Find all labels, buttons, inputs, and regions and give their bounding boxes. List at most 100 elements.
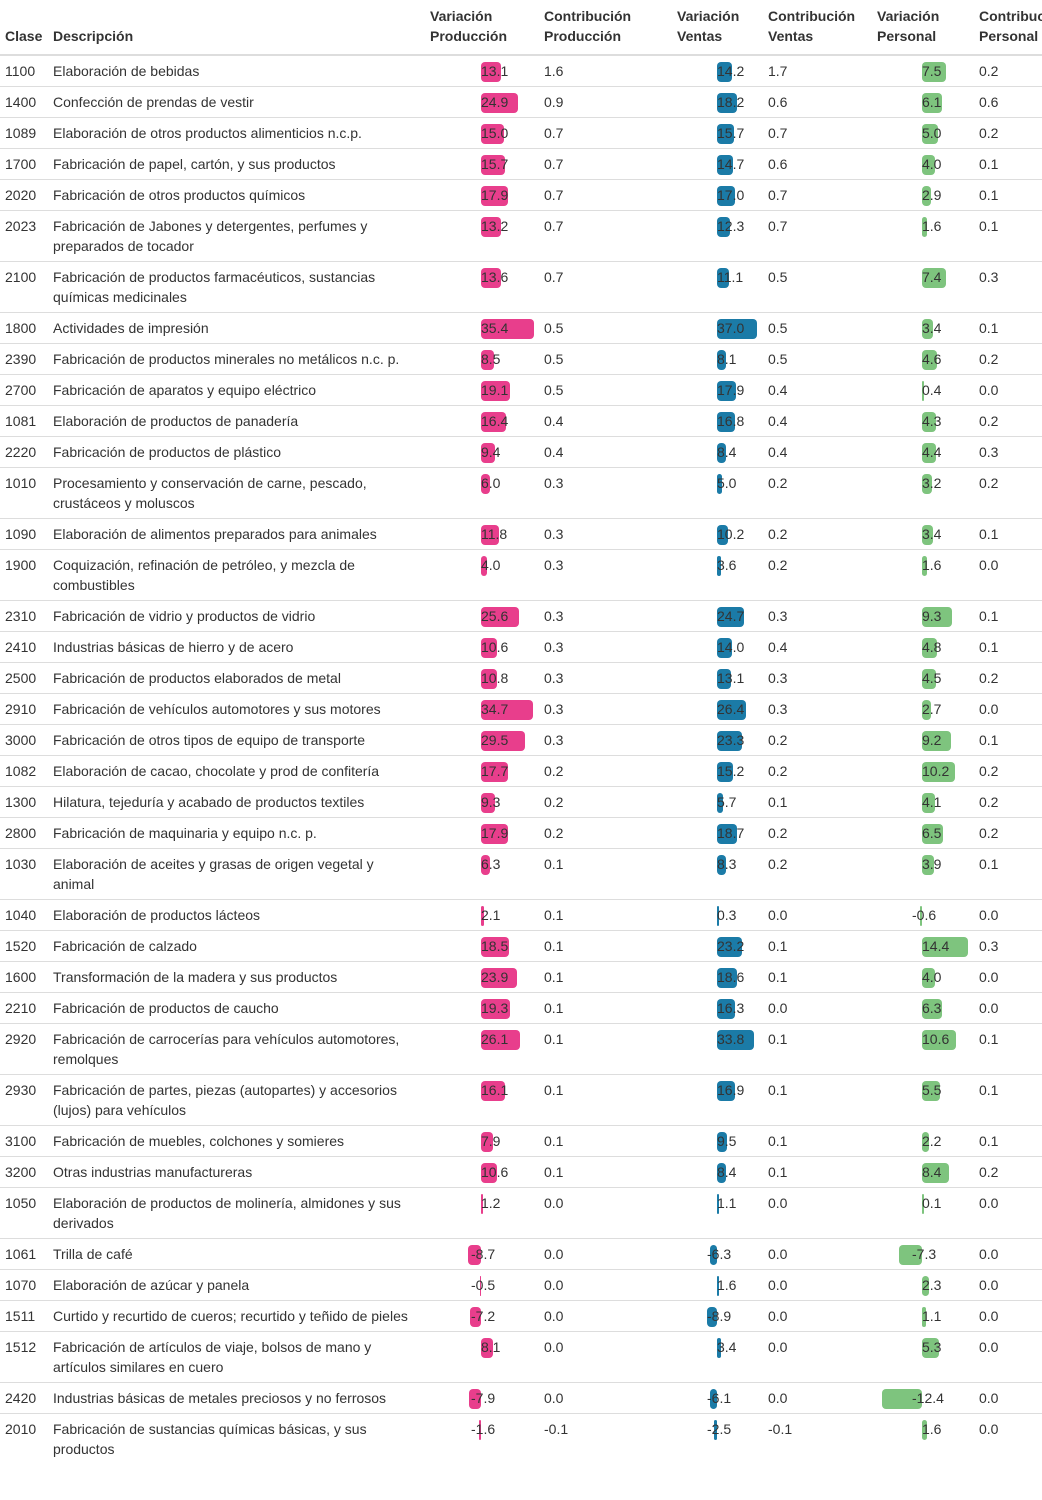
cell-contribucion-personal: 0.2 <box>974 786 1042 818</box>
table-row[interactable]: 2100 Fabricación de productos farmacéutic… <box>0 261 1042 313</box>
cell-variacion-produccion: 10.6 <box>425 1156 539 1188</box>
cell-variacion-personal: 14.4 <box>872 930 974 962</box>
value-variacion-personal: 5.0 <box>922 125 942 141</box>
table-row[interactable]: 3000 Fabricación de otros tipos de equipo… <box>0 724 1042 756</box>
table-row[interactable]: 2210 Fabricación de productos de caucho 19… <box>0 992 1042 1024</box>
cell-contribucion-produccion: 0.1 <box>539 848 672 900</box>
value-variacion-produccion: 8.1 <box>481 1339 501 1355</box>
table-row[interactable]: 2220 Fabricación de productos de plástico… <box>0 436 1042 468</box>
cell-clase: 1030 <box>0 848 48 900</box>
cell-variacion-personal: 3.2 <box>872 467 974 519</box>
table-row[interactable]: 2910 Fabricación de vehículos automotores… <box>0 693 1042 725</box>
cell-variacion-ventas: 14.2 <box>672 55 763 87</box>
value-variacion-ventas: 8.4 <box>717 444 737 460</box>
cell-variacion-personal: 1.6 <box>872 1413 974 1464</box>
header-contribucion-personal[interactable]: ContribuciónPersonal <box>974 0 1042 56</box>
cell-contribucion-personal: 0.1 <box>974 848 1042 900</box>
bar-variacion-personal <box>922 381 924 401</box>
table-row[interactable]: 2310 Fabricación de vidrio y productos de… <box>0 600 1042 632</box>
table-row[interactable]: 1600 Transformación de la madera y sus pr… <box>0 961 1042 993</box>
table-row[interactable]: 2010 Fabricación de sustancias químicas b… <box>0 1413 1042 1464</box>
header-contribucion-produccion[interactable]: Contribución Producción <box>539 0 672 56</box>
table-row[interactable]: 2700 Fabricación de aparatos y equipo elé… <box>0 374 1042 406</box>
bar-variacion-personal <box>922 556 928 576</box>
value-variacion-produccion: 19.3 <box>481 1000 509 1016</box>
cell-variacion-produccion: 26.1 <box>425 1023 539 1075</box>
table-row[interactable]: 1082 Elaboración de cacao, chocolate y pr… <box>0 755 1042 787</box>
value-variacion-produccion: -0.5 <box>471 1277 496 1293</box>
cell-variacion-produccion: 8.1 <box>425 1331 539 1383</box>
cell-variacion-ventas: 8.4 <box>672 436 763 468</box>
table-row[interactable]: 1800 Actividades de impresión 35.4 0.5 37.0 0… <box>0 312 1042 344</box>
table-row[interactable]: 2390 Fabricación de productos minerales n… <box>0 343 1042 375</box>
bar-variacion-personal <box>922 607 952 627</box>
table-row[interactable]: 3200 Otras industrias manufactureras 10.6 0… <box>0 1156 1042 1188</box>
cell-contribucion-ventas: -0.1 <box>763 1413 872 1464</box>
bar-variacion-ventas <box>714 1420 717 1440</box>
bar-variacion-personal <box>922 350 937 370</box>
cell-contribucion-personal: 0.0 <box>974 374 1042 406</box>
table-row[interactable]: 2930 Fabricación de partes, piezas (autop… <box>0 1074 1042 1126</box>
table-row[interactable]: 2800 Fabricación de maquinaria y equipo n… <box>0 817 1042 849</box>
header-variacion-ventas[interactable]: Variación Ventas <box>672 0 763 56</box>
header-variacion-produccion[interactable]: Variación Producción <box>425 0 539 56</box>
table-row[interactable]: 1010 Procesamiento y conservación de carn… <box>0 467 1042 519</box>
cell-variacion-ventas: 8.3 <box>672 848 763 900</box>
cell-contribucion-ventas: 0.6 <box>763 86 872 118</box>
table-row[interactable]: 2410 Industrias básicas de hierro y de ac… <box>0 631 1042 663</box>
value-variacion-ventas: 26.4 <box>717 701 745 717</box>
cell-contribucion-ventas: 0.0 <box>763 1238 872 1270</box>
cell-descripcion: Fabricación de vidrio y productos de vid… <box>48 600 425 632</box>
table-row[interactable]: 1061 Trilla de café -8.7 0.0 -6.3 0.0 -7.3 0.0 <box>0 1238 1042 1270</box>
value-variacion-produccion: 34.7 <box>481 701 509 717</box>
header-descripcion[interactable]: Descripción <box>48 0 425 56</box>
cell-variacion-produccion: 9.4 <box>425 436 539 468</box>
bar-variacion-ventas <box>717 1081 736 1101</box>
cell-contribucion-ventas: 0.4 <box>763 405 872 437</box>
table-row[interactable]: 1511 Curtido y recurtido de cueros; recur… <box>0 1300 1042 1332</box>
bar-variacion-ventas <box>717 999 735 1019</box>
table-row[interactable]: 1100 Elaboración de bebidas 13.1 1.6 14.2 1.7… <box>0 55 1042 87</box>
bar-variacion-produccion <box>481 762 508 782</box>
table-row[interactable]: 1050 Elaboración de productos de molinerí… <box>0 1187 1042 1239</box>
header-clase[interactable]: Clase <box>0 0 48 56</box>
bar-variacion-produccion <box>481 669 498 689</box>
cell-descripcion: Trilla de café <box>48 1238 425 1270</box>
table-row[interactable]: 1700 Fabricación de papel, cartón, y sus … <box>0 148 1042 180</box>
cell-contribucion-produccion: 0.1 <box>539 930 672 962</box>
table-row[interactable]: 2500 Fabricación de productos elaborados … <box>0 662 1042 694</box>
bar-variacion-produccion <box>481 525 499 545</box>
cell-variacion-ventas: 26.4 <box>672 693 763 725</box>
value-variacion-produccion: 1.2 <box>481 1195 501 1211</box>
table-row[interactable]: 1512 Fabricación de artículos de viaje, b… <box>0 1331 1042 1383</box>
value-variacion-personal: 1.6 <box>922 218 942 234</box>
bar-variacion-produccion <box>481 607 520 627</box>
table-row[interactable]: 2920 Fabricación de carrocerías para vehí… <box>0 1023 1042 1075</box>
table-row[interactable]: 2023 Fabricación de Jabones y detergentes… <box>0 210 1042 262</box>
value-variacion-personal: -7.3 <box>912 1246 937 1262</box>
value-variacion-produccion: 25.6 <box>481 608 509 624</box>
cell-clase: 1070 <box>0 1269 48 1301</box>
table-row[interactable]: 1090 Elaboración de alimentos preparados … <box>0 518 1042 550</box>
bar-variacion-ventas <box>717 525 729 545</box>
table-row[interactable]: 1089 Elaboración de otros productos alime… <box>0 117 1042 149</box>
cell-clase: 1061 <box>0 1238 48 1270</box>
table-row[interactable]: 1040 Elaboración de productos lácteos 2.1 0… <box>0 899 1042 931</box>
cell-variacion-personal: 0.1 <box>872 1187 974 1239</box>
cell-contribucion-personal: 0.1 <box>974 1074 1042 1126</box>
table-row[interactable]: 1520 Fabricación de calzado 18.5 0.1 23.2 0.1… <box>0 930 1042 962</box>
header-variacion-personal[interactable]: Variación Personal <box>872 0 974 56</box>
value-variacion-produccion: 29.5 <box>481 732 509 748</box>
header-contribucion-ventas[interactable]: Contribución Ventas <box>763 0 872 56</box>
cell-contribucion-ventas: 0.0 <box>763 992 872 1024</box>
table-row[interactable]: 2420 Industrias básicas de metales precio… <box>0 1382 1042 1414</box>
table-row[interactable]: 1081 Elaboración de productos de panaderí… <box>0 405 1042 437</box>
table-row[interactable]: 2020 Fabricación de otros productos quími… <box>0 179 1042 211</box>
table-row[interactable]: 1400 Confección de prendas de vestir 24.9 0… <box>0 86 1042 118</box>
bar-variacion-personal <box>922 999 943 1019</box>
table-row[interactable]: 1070 Elaboración de azúcar y panela -0.5 0.… <box>0 1269 1042 1301</box>
table-row[interactable]: 3100 Fabricación de muebles, colchones y … <box>0 1125 1042 1157</box>
table-row[interactable]: 1900 Coquización, refinación de petróleo,… <box>0 549 1042 601</box>
table-row[interactable]: 1300 Hilatura, tejeduría y acabado de pro… <box>0 786 1042 818</box>
table-row[interactable]: 1030 Elaboración de aceites y grasas de o… <box>0 848 1042 900</box>
